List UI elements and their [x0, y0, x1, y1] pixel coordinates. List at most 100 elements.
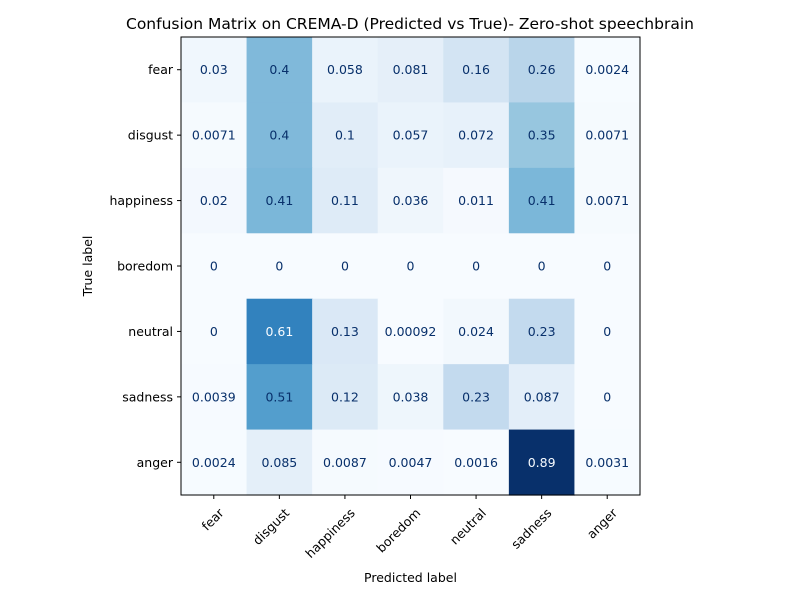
heatmap-cell — [246, 167, 313, 234]
heatmap-cell — [377, 364, 444, 431]
heatmap-cell — [312, 429, 379, 496]
cell-value-label: 0.081 — [393, 62, 429, 77]
cell-value-label: 0.02 — [200, 193, 228, 208]
cell-value-label: 0 — [210, 324, 218, 339]
cell-value-label: 0.0071 — [192, 128, 236, 143]
heatmap-cell — [443, 102, 510, 169]
cell-value-label: 0.085 — [261, 455, 297, 470]
cell-value-labels: 0.03 0.4 0.058 0.081 0.16 0.26 0.0024 0.0071 0.4… — [192, 62, 629, 470]
heatmap-cell — [246, 298, 313, 365]
x-tick-label: happiness — [302, 505, 358, 561]
cell-value-label: 0.0031 — [585, 455, 629, 470]
cell-value-label: 0 — [603, 389, 611, 404]
heatmap-cell — [443, 429, 510, 496]
heatmap-cell — [312, 298, 379, 365]
cell-value-label: 0.23 — [528, 324, 556, 339]
heatmap-cell — [377, 167, 444, 234]
heatmap-cell — [574, 233, 641, 300]
heatmap-cell — [574, 37, 641, 104]
heatmap-cell — [508, 167, 576, 234]
heatmap-cell — [181, 364, 248, 431]
cell-value-label: 0.0024 — [585, 62, 629, 77]
heatmap-cell — [443, 233, 510, 300]
cell-value-label: 0.0016 — [454, 455, 498, 470]
heatmap-cell — [443, 298, 510, 365]
y-tick-label: fear — [148, 62, 174, 77]
heatmap-cell — [574, 167, 641, 234]
cell-value-label: 0.038 — [393, 389, 429, 404]
heatmap-cell — [246, 429, 313, 496]
cell-value-label: 0.011 — [458, 193, 494, 208]
cell-value-label: 0.26 — [528, 62, 556, 77]
y-tick-label: anger — [137, 455, 174, 470]
heatmap-cell — [574, 429, 641, 496]
cell-value-label: 0.4 — [269, 128, 289, 143]
y-tick-label: boredom — [117, 259, 173, 274]
cell-value-label: 0.036 — [393, 193, 429, 208]
x-tick-label: fear — [198, 505, 227, 534]
heatmap-cell — [312, 364, 379, 431]
cell-value-label: 0 — [538, 259, 546, 274]
cell-value-label: 0.0071 — [585, 193, 629, 208]
cell-value-label: 0.00092 — [385, 324, 437, 339]
cell-value-label: 0 — [603, 259, 611, 274]
cell-value-label: 0.41 — [265, 193, 293, 208]
y-tick-label: happiness — [109, 193, 173, 208]
x-axis-ticks: fear disgust happiness boredom neutral sadnes… — [198, 495, 621, 561]
heatmap-cell — [246, 364, 313, 431]
heatmap-cell — [574, 364, 641, 431]
heatmap-cell — [508, 429, 576, 496]
cell-value-label: 0.0039 — [192, 389, 236, 404]
cell-value-label: 0.12 — [331, 389, 359, 404]
y-tick-label: neutral — [128, 324, 173, 339]
heatmap-cell — [377, 233, 444, 300]
heatmap-cell — [246, 102, 313, 169]
cell-value-label: 0 — [210, 259, 218, 274]
y-axis-ticks: fear disgust happiness boredom neutral sadnes… — [109, 62, 181, 470]
cell-value-label: 0.057 — [393, 128, 429, 143]
heatmap-cell — [312, 37, 379, 104]
heatmap-cell — [443, 364, 510, 431]
cell-value-label: 0 — [341, 259, 349, 274]
cell-value-label: 0.13 — [331, 324, 359, 339]
heatmap-cell — [508, 37, 576, 104]
cell-value-label: 0 — [275, 259, 283, 274]
heatmap-cell — [312, 102, 379, 169]
heatmap-cell — [443, 37, 510, 104]
x-tick-label: sadness — [508, 505, 554, 551]
heatmap-cell — [181, 429, 248, 496]
cell-value-label: 0.89 — [528, 455, 556, 470]
heatmap-cell — [312, 167, 379, 234]
heatmap-cells — [181, 37, 641, 496]
cell-value-label: 0.51 — [265, 389, 293, 404]
heatmap-cell — [443, 167, 510, 234]
cell-value-label: 0.61 — [265, 324, 293, 339]
heatmap-cell — [508, 364, 576, 431]
heatmap-cell — [377, 429, 444, 496]
cell-value-label: 0.4 — [269, 62, 289, 77]
cell-value-label: 0 — [603, 324, 611, 339]
heatmap-cell — [377, 298, 444, 365]
cell-value-label: 0.0071 — [585, 128, 629, 143]
x-tick-label: boredom — [373, 505, 423, 555]
cell-value-label: 0.0087 — [323, 455, 367, 470]
x-axis-label: Predicted label — [364, 570, 457, 585]
x-tick-label: disgust — [250, 505, 293, 548]
cell-value-label: 0.41 — [528, 193, 556, 208]
y-tick-label: sadness — [122, 389, 173, 404]
heatmap-cell — [181, 233, 248, 300]
cell-value-label: 0 — [407, 259, 415, 274]
heatmap-cell — [181, 298, 248, 365]
heatmap-cell — [574, 102, 641, 169]
heatmap-cell — [312, 233, 379, 300]
heatmap-cell — [246, 233, 313, 300]
x-tick-label: neutral — [447, 505, 489, 547]
heatmap-cell — [181, 37, 248, 104]
chart-title: Confusion Matrix on CREMA-D (Predicted v… — [126, 15, 694, 33]
cell-value-label: 0.087 — [524, 389, 560, 404]
heatmap-cell — [508, 233, 576, 300]
cell-value-label: 0.11 — [331, 193, 359, 208]
heatmap-cell — [574, 298, 641, 365]
heatmap-cell — [377, 102, 444, 169]
